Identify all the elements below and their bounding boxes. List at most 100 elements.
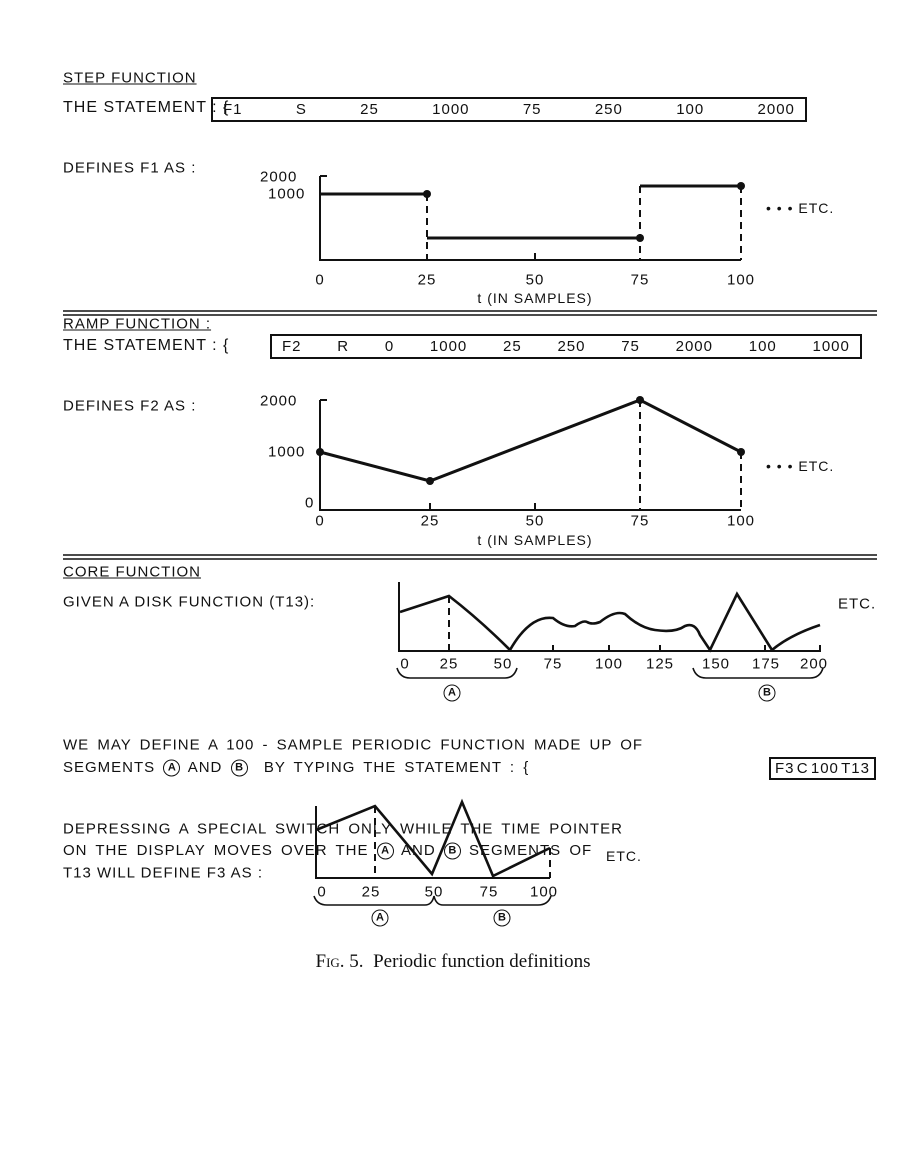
token: 25 (503, 338, 522, 355)
ramp-plot (316, 396, 745, 511)
token: 1000 (432, 101, 470, 118)
core-xtick: 25 (439, 655, 459, 673)
ramp-xtick: 0 (315, 512, 325, 530)
token: 25 (360, 101, 379, 118)
ramp-statement-box: F2 R 0 1000 25 250 75 2000 100 1000 (270, 334, 862, 359)
ramp-heading: RAMP FUNCTION : (63, 315, 212, 333)
ramp-line (319, 398, 742, 483)
ramp-xtick: 25 (420, 512, 440, 530)
ramp-ytick: 1000 (268, 443, 306, 461)
core-xtick: 50 (493, 655, 513, 673)
text: AND (187, 758, 223, 776)
result-xtick: 75 (479, 883, 499, 901)
text: SEGMENTS (63, 758, 156, 776)
segment-a-label: A (371, 909, 389, 927)
segment-a-marker: A (371, 909, 389, 927)
step-dashed-lines (426, 186, 742, 260)
segment-a-brace (396, 667, 518, 679)
ramp-etc: • • • ETC. (766, 458, 835, 474)
core-statement-box: F3 C 100 T13 (769, 757, 876, 780)
core-xtick: 125 (645, 655, 675, 673)
token: 2000 (675, 338, 713, 355)
ramp-xlabel: t (IN SAMPLES) (477, 532, 593, 548)
text: SEGMENTS OF (469, 841, 593, 859)
dashed-lines (374, 806, 551, 878)
core-xtick: 150 (701, 655, 731, 673)
result-xtick: 0 (317, 883, 327, 901)
result-etc: ETC. (606, 848, 642, 864)
step-ytick: 2000 (260, 168, 298, 186)
token: 1000 (429, 338, 468, 355)
token: T13 (841, 760, 870, 777)
text: ON THE DISPLAY MOVES OVER THE (63, 841, 369, 859)
core-text-1: WE MAY DEFINE A 100 - SAMPLE PERIODIC FU… (63, 736, 644, 754)
step-xtick: 25 (417, 271, 437, 289)
ramp-ytick: 2000 (260, 392, 298, 410)
ramp-dashed-lines (639, 400, 742, 510)
token: 1000 (812, 338, 850, 355)
step-xtick: 0 (315, 271, 325, 289)
figure-caption: Fig. 5. Periodic function definitions (316, 951, 591, 973)
data-point (423, 190, 431, 198)
core-text-4: ON THE DISPLAY MOVES OVER THE A AND B SE… (63, 841, 593, 860)
segment-b-brace (692, 667, 824, 679)
step-xtick: 100 (726, 271, 756, 289)
token: 100 (748, 338, 777, 355)
ramp-xtick: 50 (525, 512, 545, 530)
data-point (426, 477, 434, 485)
caption-text: Periodic function definitions (373, 951, 591, 972)
token: S (295, 101, 307, 118)
step-ytick: 1000 (268, 185, 306, 203)
token: 75 (621, 338, 640, 355)
step-segments (320, 184, 741, 240)
data-point (737, 182, 745, 190)
result-xtick: 50 (424, 883, 444, 901)
step-plot (319, 175, 745, 261)
core-etc: ETC. (838, 595, 877, 613)
step-defines: DEFINES F1 AS : (63, 159, 197, 177)
ramp-statement-label: THE STATEMENT : { (63, 337, 230, 354)
data-point (636, 396, 644, 404)
segment-b-label: B (443, 842, 461, 860)
token: 250 (557, 338, 586, 355)
token: R (337, 338, 350, 355)
ramp-xtick: 75 (630, 512, 650, 530)
data-point (316, 448, 324, 456)
token: 75 (522, 101, 542, 118)
core-xtick: 200 (799, 655, 829, 673)
section-divider (63, 310, 877, 316)
token: 100 (676, 101, 705, 118)
core-xtick: 75 (543, 655, 563, 673)
segment-a-label: A (443, 684, 461, 702)
segments-brace (313, 895, 552, 906)
section-divider (63, 554, 877, 560)
core-given: GIVEN A DISK FUNCTION (T13): (63, 593, 316, 611)
segment-b-label: B (230, 759, 248, 777)
core-xtick: 175 (751, 655, 781, 673)
step-axes (319, 175, 741, 261)
core-text-5: T13 WILL DEFINE F3 AS : (63, 864, 263, 882)
core-xtick: 0 (400, 655, 410, 673)
step-xtick: 50 (525, 271, 545, 289)
ramp-axes (319, 399, 741, 511)
text: BY TYPING THE STATEMENT : { (263, 758, 530, 776)
token: 250 (594, 101, 623, 118)
segment-a-label: A (376, 842, 394, 860)
segment-a-label: A (163, 759, 181, 777)
segment-b-label: B (493, 909, 511, 927)
step-statement-label: THE STATEMENT : { (63, 99, 230, 116)
result-xtick: 100 (529, 883, 559, 901)
result-plot (313, 798, 552, 906)
core-text-2: SEGMENTS A AND B BY TYPING THE STATEMENT… (63, 758, 530, 777)
ramp-defines: DEFINES F2 AS : (63, 397, 197, 415)
token: F1 (223, 101, 243, 118)
ramp-ytick: 0 (305, 494, 315, 512)
data-point (636, 234, 644, 242)
token: F2 (282, 338, 302, 355)
core-text-3: DEPRESSING A SPECIAL SWITCH ONLY WHILE T… (63, 820, 623, 838)
segment-b-marker: B (493, 909, 511, 927)
segment-a-marker: A (443, 684, 461, 702)
core-xtick: 100 (594, 655, 624, 673)
token: C (796, 760, 809, 777)
